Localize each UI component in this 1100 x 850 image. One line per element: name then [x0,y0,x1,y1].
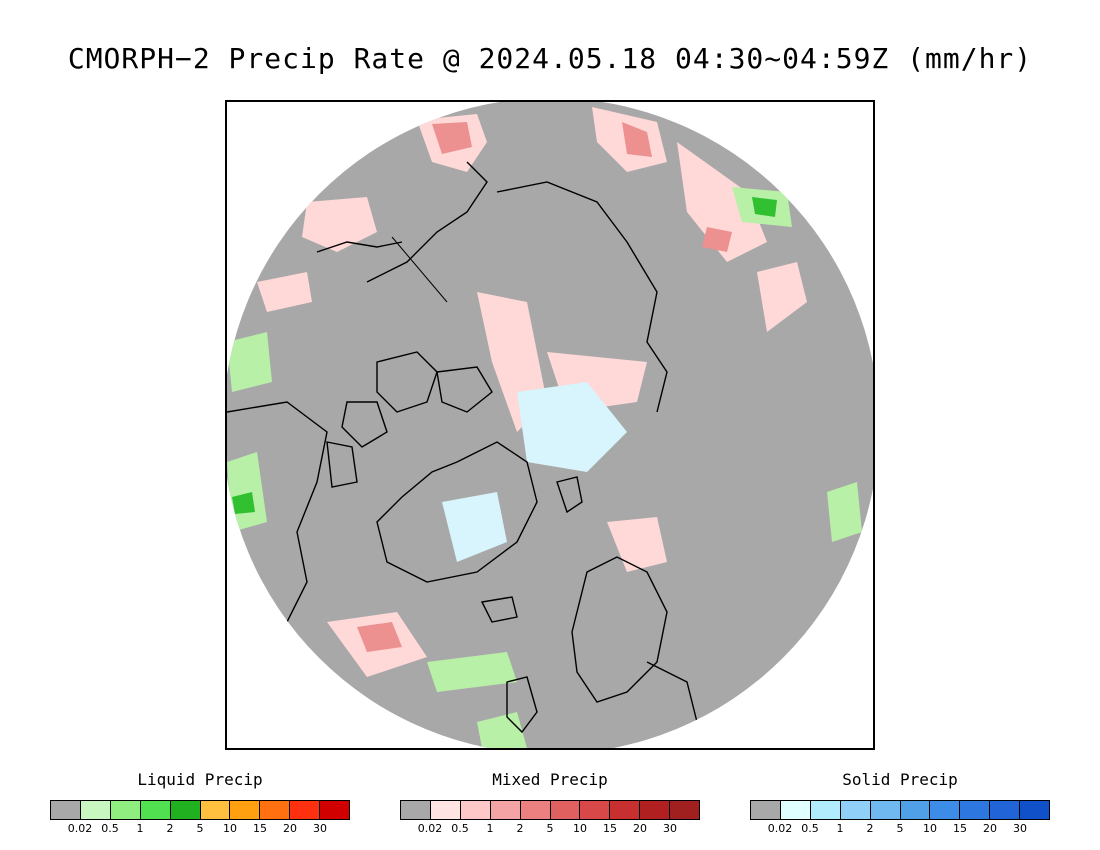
legend-tick-label: 0.5 [451,822,469,835]
legend-tick-label: 10 [573,822,587,835]
legend-swatch [550,801,581,819]
legend-title: Solid Precip [842,770,958,789]
legend-tick-label: 15 [953,822,967,835]
legend-tick-label: 1 [836,822,844,835]
legend-tick-label: 20 [633,822,647,835]
legend-swatch [990,801,1021,819]
liquid-precip-heavy [232,197,777,514]
legend-swatch [870,801,901,819]
legend-tick-label: 30 [313,822,327,835]
legend-solid-precip: Solid Precip 0.02 0.5 1 2 5 10 15 20 30 [750,770,1050,835]
legend-swatch [110,801,141,819]
legend-swatch [640,801,671,819]
legend-color-bar [750,800,1050,820]
legend-tick-label: 10 [223,822,237,835]
legend-tick-label: 0.5 [801,822,819,835]
map-title: CMORPH−2 Precip Rate @ 2024.05.18 04:30~… [67,42,1033,75]
legend-swatch [900,801,931,819]
legend-tick-labels: 0.02 0.5 1 2 5 10 15 20 30 [400,822,700,836]
legend-swatch [610,801,641,819]
legend-tick-label: 15 [253,822,267,835]
legend-tick-label: 0.02 [67,822,93,835]
legend-swatch [520,801,551,819]
legend-swatch [840,801,871,819]
iceland-coast [480,596,518,623]
legend-swatch [430,801,461,819]
legend-swatch [460,801,491,819]
legend-swatch [290,801,321,819]
solid-precip-areas [442,382,627,562]
legend-tick-labels: 0.02 0.5 1 2 5 10 15 20 30 [750,822,1050,836]
legend-swatch [930,801,961,819]
legend-tick-label: 10 [923,822,937,835]
legend-swatch [200,801,231,819]
legend-swatch [260,801,291,819]
legend-swatch [51,801,81,819]
legend-swatch [580,801,611,819]
legend-swatch [960,801,991,819]
legend-mixed-precip: Mixed Precip 0.02 0.5 1 2 5 10 15 20 30 [400,770,700,835]
legend-tick-label: 2 [866,822,874,835]
legend-swatch [780,801,811,819]
legend-tick-label: 0.5 [101,822,119,835]
legend-tick-label: 2 [166,822,174,835]
legend-tick-labels: 0.02 0.5 1 2 5 10 15 20 30 [50,822,350,836]
legend-swatch [140,801,171,819]
legend-title: Mixed Precip [492,770,608,789]
legend-tick-label: 30 [1013,822,1027,835]
legend-swatch [170,801,201,819]
coastlines [227,161,698,748]
legend-tick-label: 1 [486,822,494,835]
legend-swatch [490,801,521,819]
legend-swatch [810,801,841,819]
liquid-precip-areas [227,187,862,748]
legend-tick-label: 2 [516,822,524,835]
legend-tick-label: 5 [546,822,554,835]
legend-tick-label: 20 [983,822,997,835]
legend-swatch [80,801,111,819]
legend-color-bar [400,800,700,820]
scandinavia-coast [571,556,668,703]
legend-tick-label: 5 [196,822,204,835]
legend-swatch [320,801,350,819]
legend-tick-label: 30 [663,822,677,835]
legend-tick-label: 5 [896,822,904,835]
legend-liquid-precip: Liquid Precip 0.02 0.5 1 2 5 10 15 20 30 [50,770,350,835]
legend-title: Liquid Precip [137,770,263,789]
legend-swatch [1020,801,1050,819]
legend-color-bar [50,800,350,820]
legend-swatch [401,801,431,819]
polar-map-svg [227,102,873,748]
legend-tick-label: 15 [603,822,617,835]
legend-swatch [751,801,781,819]
mixed-precip-heavy [357,122,732,652]
legend-tick-label: 0.02 [767,822,793,835]
legend-swatch [230,801,261,819]
legend-tick-label: 0.02 [417,822,443,835]
greenland-coast [376,441,538,583]
legend-swatch [670,801,700,819]
polar-map [225,100,875,750]
legend-tick-label: 1 [136,822,144,835]
legend-tick-label: 20 [283,822,297,835]
